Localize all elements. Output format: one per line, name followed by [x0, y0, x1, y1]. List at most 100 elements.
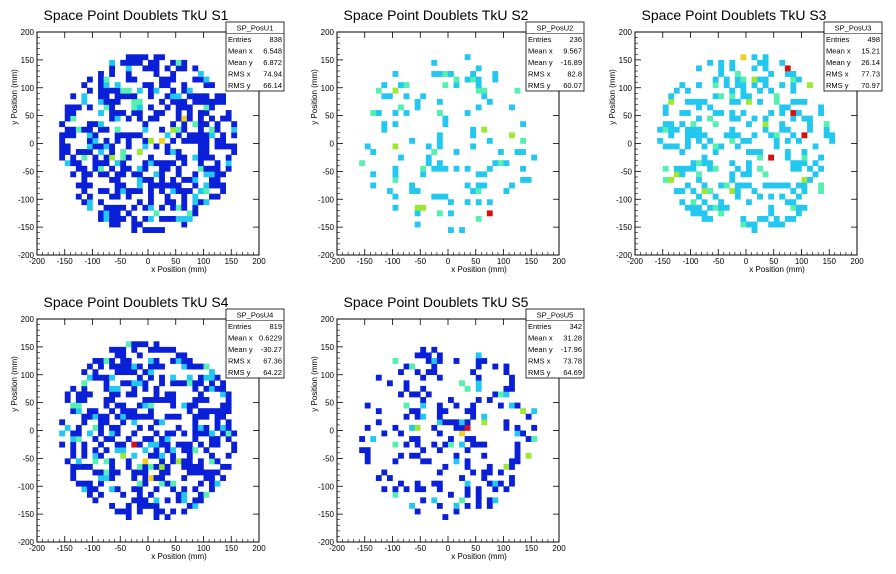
chart-5-bin: [509, 374, 515, 381]
chart-4-bin: [153, 452, 160, 459]
chart-2-bin: [503, 188, 510, 194]
chart-1-bin: [214, 193, 221, 200]
chart-1-bin: [214, 171, 221, 178]
chart-3-bin: [784, 104, 791, 111]
chart-1-bin: [164, 193, 171, 200]
chart-5-bin: [420, 352, 427, 359]
chart-1-bin: [164, 143, 171, 150]
chart-5-bin: [392, 486, 399, 493]
chart-3-bin: [712, 121, 719, 128]
chart-3-bin: [751, 188, 758, 194]
chart-4-bin: [186, 358, 193, 364]
chart-4-bin: [81, 397, 88, 403]
chart-3-bin: [790, 132, 797, 139]
chart-5-bin: [525, 413, 532, 420]
chart-1-bin: [92, 132, 99, 139]
chart-4-bin: [197, 430, 204, 437]
chart-4-bin: [170, 447, 177, 454]
chart-3-bin: [712, 165, 719, 172]
chart-3-bin: [762, 65, 769, 72]
chart-5-bin: [503, 369, 510, 376]
chart-4-bin: [109, 397, 115, 403]
chart-3-bin: [746, 98, 752, 105]
chart-5-bin: [520, 430, 526, 437]
chart-3-bin: [790, 160, 797, 167]
chart-5-xtick-label: -150: [357, 544, 374, 553]
chart-4-bin: [59, 419, 66, 426]
chart-3-bin: [762, 182, 769, 189]
chart-1-bin: [153, 54, 160, 61]
chart-4-bin: [86, 491, 93, 498]
chart-1-bin: [192, 204, 199, 211]
chart-4-bin: [170, 380, 177, 387]
chart-3-bin: [746, 165, 752, 172]
chart-4-bin: [125, 508, 132, 515]
chart-1-bin: [131, 93, 138, 100]
chart-2-bin: [475, 182, 482, 189]
chart-4-bin: [225, 452, 232, 459]
chart-1-bin: [197, 126, 204, 133]
chart-1-stats-label: Mean x: [228, 47, 253, 56]
chart-4-bin: [181, 430, 188, 437]
chart-4-bin: [153, 419, 160, 426]
chart-1-bin: [136, 115, 143, 122]
chart-4-bin: [209, 380, 215, 387]
chart-5-bin: [464, 480, 471, 487]
chart-2-bin: [497, 160, 504, 167]
chart-2-bin: [514, 149, 521, 155]
chart-3-bin: [696, 104, 702, 111]
chart-4-bin: [98, 441, 104, 448]
chart-4-bin: [159, 452, 165, 459]
chart-4-bin: [192, 402, 199, 409]
chart-1-bin: [64, 126, 71, 133]
chart-1-bin: [98, 171, 104, 178]
chart-1-bin: [164, 165, 171, 172]
chart-1-bin: [170, 121, 177, 128]
chart-1-bin: [103, 76, 110, 83]
chart-4-bin: [214, 436, 221, 442]
chart-4-bin: [75, 458, 82, 465]
chart-4-bin: [81, 413, 88, 420]
chart-3-bin: [729, 110, 736, 116]
chart-4-bin: [70, 447, 77, 454]
chart-4-stats-value: 819: [269, 322, 282, 331]
chart-4-bin: [70, 385, 77, 392]
chart-1-bin: [114, 193, 121, 200]
chart-5-bin: [475, 374, 482, 381]
chart-1-bin: [170, 160, 177, 167]
chart-1-bin: [159, 227, 165, 233]
chart-1-bin: [75, 126, 82, 133]
chart-3-bin: [690, 126, 697, 133]
chart-2-bin: [442, 165, 449, 172]
chart-1-bin: [186, 93, 193, 100]
chart-5-bin: [531, 436, 538, 442]
chart-1-bin: [64, 104, 71, 111]
chart-3-bin: [773, 93, 780, 100]
chart-3-bin: [801, 204, 808, 211]
chart-2-xtick-label: -200: [329, 257, 346, 266]
chart-3-bin: [795, 165, 802, 172]
chart-1-bin: [148, 199, 154, 206]
chart-1-xtick-label: -50: [114, 257, 126, 266]
chart-4-bin: [125, 380, 132, 387]
chart-2-bin: [481, 93, 488, 100]
chart-2-bin: [436, 143, 443, 150]
chart-3-bin: [790, 215, 797, 222]
chart-3-bin: [807, 126, 813, 133]
chart-3-bin: [779, 221, 786, 228]
chart-2-bin: [409, 137, 415, 144]
chart-3-bin: [751, 115, 758, 122]
chart-5-bin: [486, 502, 493, 509]
chart-3-bin: [718, 182, 725, 189]
chart-4-bin: [175, 424, 182, 431]
chart-4-bin: [197, 491, 204, 498]
chart-4-bin: [164, 497, 171, 504]
chart-2-bin: [520, 176, 526, 183]
chart-5-xtick-label: 50: [471, 544, 480, 553]
chart-4-bin: [181, 447, 188, 454]
chart-1-bin: [181, 59, 188, 66]
chart-1-bin: [142, 137, 149, 144]
chart-1-bin: [231, 143, 238, 150]
chart-4-bin: [197, 458, 204, 465]
chart-3-bin: [773, 221, 780, 228]
